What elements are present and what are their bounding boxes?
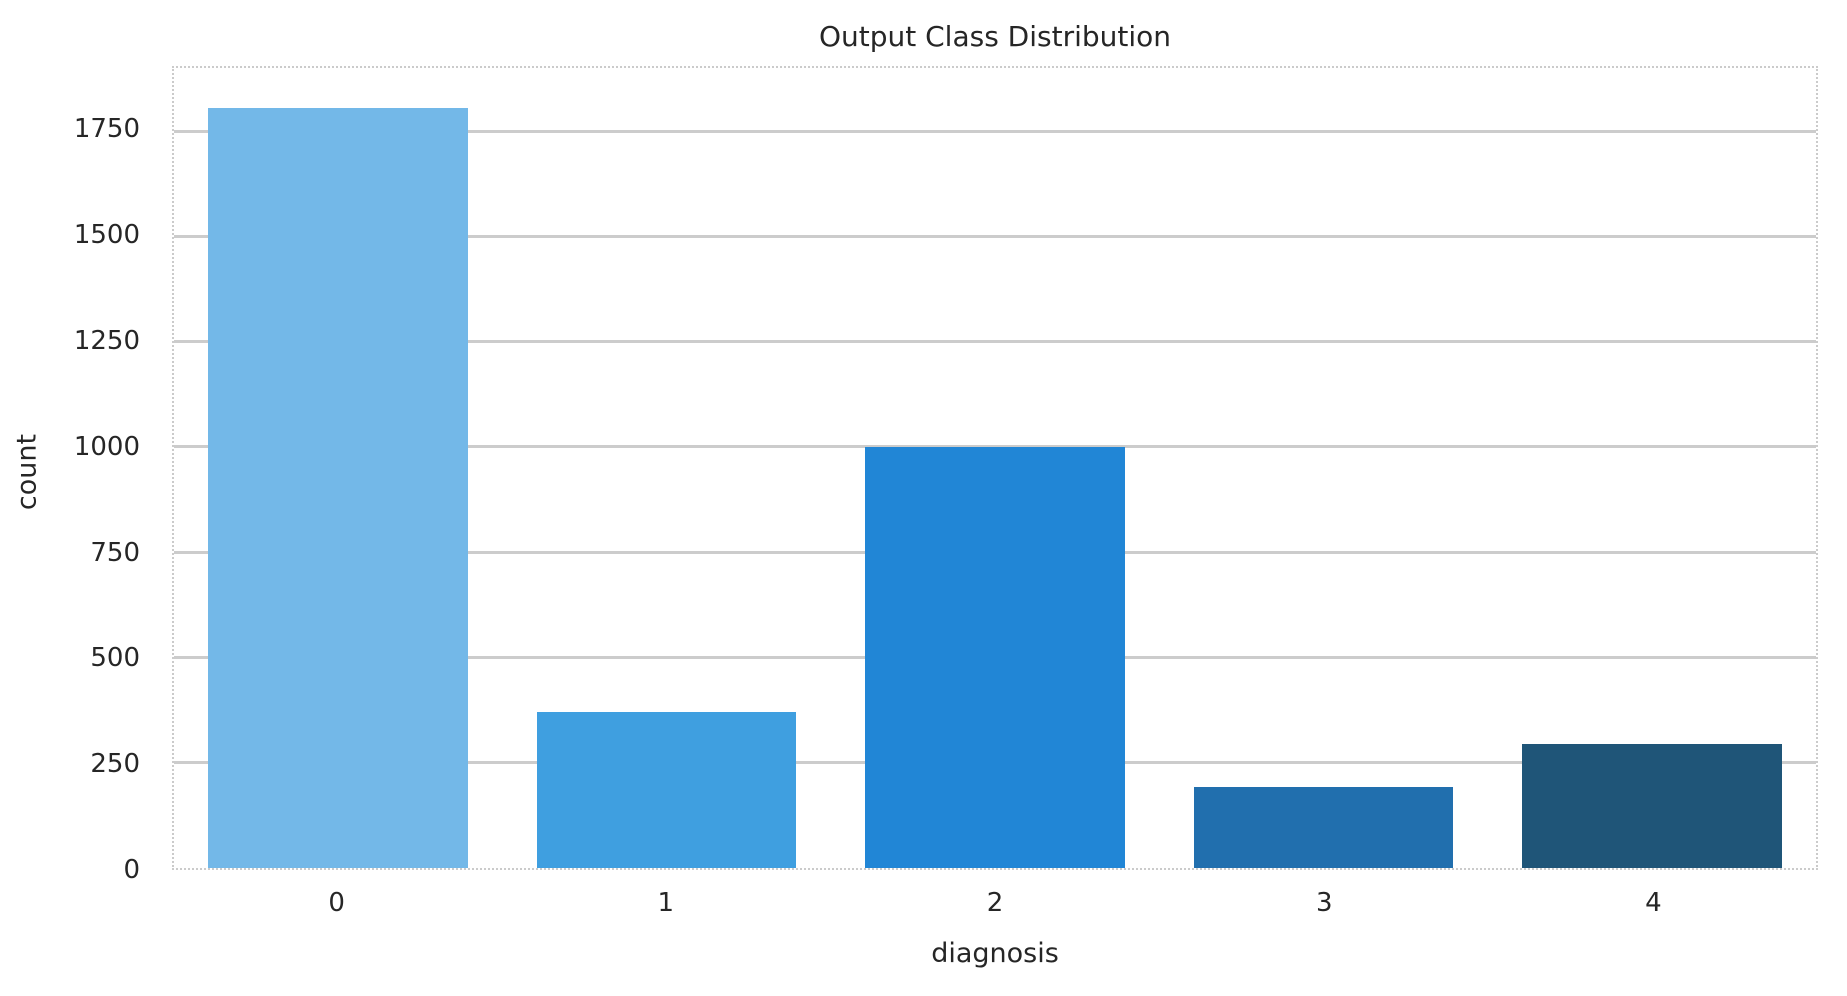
y-axis: 0 250 500 750 1000 1250 1500 1750 bbox=[0, 66, 140, 884]
plot-area bbox=[172, 66, 1818, 870]
y-tick-label-0: 0 bbox=[123, 855, 140, 885]
bar-0 bbox=[208, 108, 468, 868]
gridline-1500 bbox=[174, 234, 1816, 238]
y-tick-label-750: 750 bbox=[90, 537, 140, 568]
bar-slot-3 bbox=[1159, 68, 1487, 868]
bar-3 bbox=[1193, 786, 1454, 868]
x-tick-label-4: 4 bbox=[1645, 888, 1662, 918]
x-tick-label-3: 3 bbox=[1315, 888, 1333, 918]
x-axis-label: diagnosis bbox=[931, 938, 1059, 969]
chart-title: Output Class Distribution bbox=[818, 20, 1172, 53]
bar-slot-0 bbox=[174, 68, 502, 868]
y-tick-label-1500: 1500 bbox=[73, 220, 140, 251]
bar-2 bbox=[865, 447, 1125, 868]
gridline-1250 bbox=[174, 340, 1816, 344]
bars-layer bbox=[174, 68, 1816, 868]
gridline-1750 bbox=[174, 129, 1816, 133]
y-tick-label-1750: 1750 bbox=[73, 114, 140, 145]
y-tick-label-1250: 1250 bbox=[73, 326, 140, 357]
bar-1 bbox=[536, 712, 797, 868]
bar-4 bbox=[1522, 743, 1782, 868]
x-tick-label-0: 0 bbox=[328, 888, 345, 918]
bar-slot-4 bbox=[1488, 68, 1816, 868]
x-axis: 0 1 2 3 4 bbox=[172, 888, 1818, 918]
bar-slot-2 bbox=[831, 68, 1159, 868]
x-tick-label-2: 2 bbox=[986, 888, 1004, 918]
y-tick-label-1000: 1000 bbox=[73, 431, 140, 462]
gridline-1000 bbox=[174, 445, 1816, 449]
y-tick-label-250: 250 bbox=[90, 749, 140, 780]
bar-slot-1 bbox=[502, 68, 830, 868]
x-tick-label-1: 1 bbox=[657, 888, 675, 918]
y-tick-label-500: 500 bbox=[90, 643, 140, 674]
